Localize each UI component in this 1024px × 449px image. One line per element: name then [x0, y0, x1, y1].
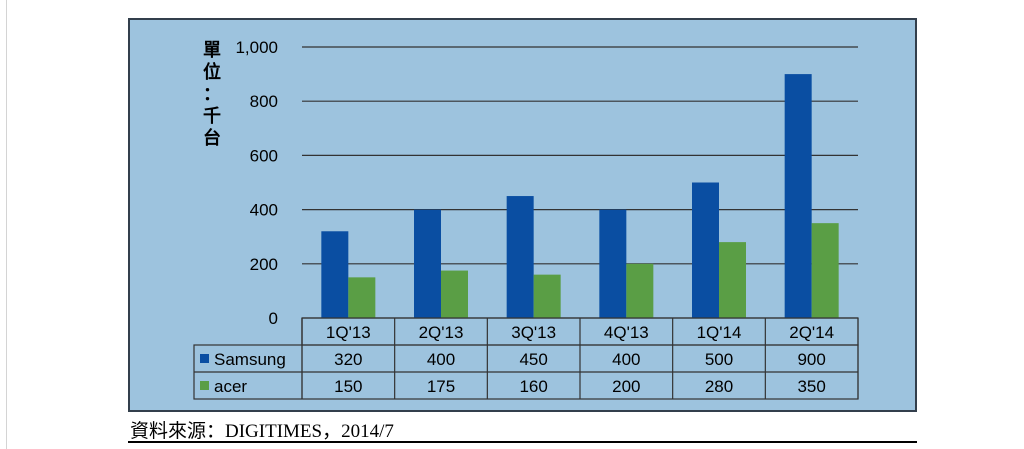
bar-samsung	[784, 74, 812, 318]
y-tick-label: 0	[269, 309, 278, 328]
data-label: 400	[427, 350, 455, 369]
y-axis-label-char: ：	[203, 84, 221, 104]
bar-samsung	[692, 182, 719, 318]
data-label: 500	[705, 350, 733, 369]
data-label: 280	[705, 377, 733, 396]
y-tick-label: 400	[250, 201, 278, 220]
bar-acer	[719, 242, 746, 318]
bar-acer	[626, 263, 654, 318]
bar-samsung	[414, 209, 441, 318]
y-tick-label: 1,000	[235, 38, 278, 57]
y-tick-label: 200	[250, 255, 278, 274]
data-label: 400	[612, 350, 640, 369]
bar-acer	[348, 277, 376, 318]
bar-acer	[441, 270, 468, 318]
bar-acer	[533, 274, 561, 318]
y-axis-label-char: 台	[203, 127, 221, 148]
x-tick-label: 3Q'13	[511, 323, 556, 342]
data-label: 900	[797, 350, 825, 369]
data-label: 320	[334, 350, 362, 369]
y-axis-label-char: 千	[203, 106, 221, 126]
data-label: 200	[612, 377, 640, 396]
data-label: 160	[519, 377, 547, 396]
legend-swatch-acer	[200, 381, 209, 390]
source-underline	[128, 441, 917, 443]
x-tick-label: 4Q'13	[604, 323, 649, 342]
x-tick-label: 1Q'13	[326, 323, 371, 342]
page-left-border	[6, 0, 7, 449]
bar-samsung	[506, 196, 534, 318]
y-axis-label-char: 位	[203, 61, 221, 82]
x-tick-label: 1Q'14	[697, 323, 742, 342]
x-tick-label: 2Q'13	[419, 323, 464, 342]
bar-samsung	[599, 209, 627, 318]
x-tick-label: 2Q'14	[789, 323, 834, 342]
bar-chart: 0 200 400 600 800 1,000 單位：千台 1Q'13 2Q'13 3Q'13 4Q…	[193, 38, 859, 400]
data-label: 150	[334, 377, 362, 396]
legend-label: Samsung	[214, 350, 286, 369]
data-label: 450	[519, 350, 547, 369]
chart-frame: 0 200 400 600 800 1,000 單位：千台 1Q'13 2Q'13 3Q'13 4Q…	[128, 18, 917, 412]
data-label: 350	[797, 377, 825, 396]
legend-swatch-samsung	[200, 354, 209, 363]
y-tick-label: 600	[250, 146, 278, 165]
bar-samsung	[321, 231, 349, 318]
y-tick-label: 800	[250, 92, 278, 111]
data-label: 175	[427, 377, 455, 396]
source-note: 資料來源：DIGITIMES，2014/7	[130, 421, 394, 442]
legend-label: acer	[214, 377, 247, 396]
y-axis-label-char: 單	[203, 40, 221, 60]
bar-acer	[811, 223, 839, 318]
